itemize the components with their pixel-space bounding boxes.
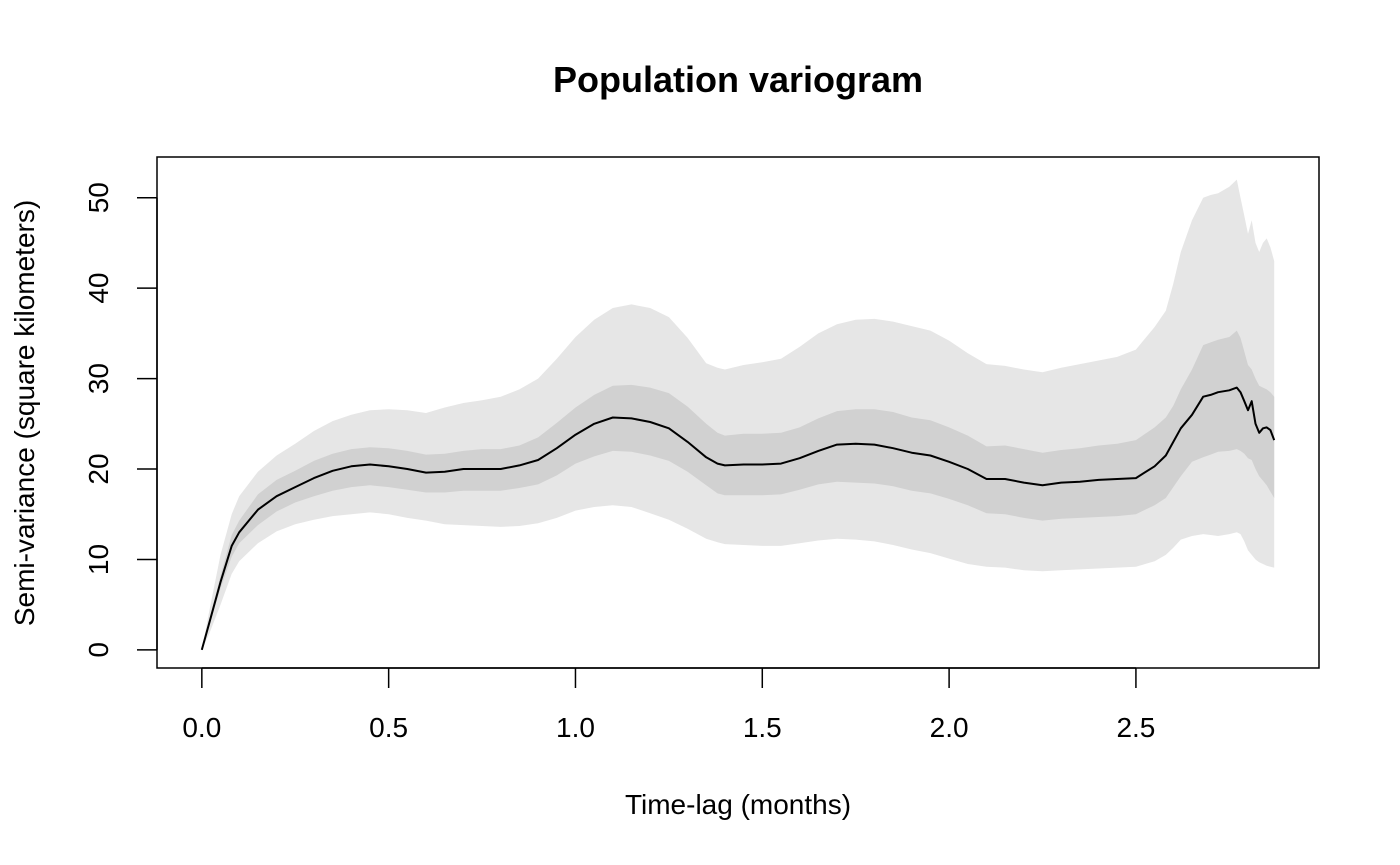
x-tick-label: 2.0 xyxy=(930,712,969,743)
y-tick-label: 40 xyxy=(83,273,114,304)
inner-confidence-band xyxy=(201,330,1275,650)
x-tick-label: 0.5 xyxy=(369,712,408,743)
semivariance-line xyxy=(200,386,1276,651)
x-tick-label: 2.5 xyxy=(1116,712,1155,743)
x-tick-label: 0.0 xyxy=(182,712,221,743)
chart-title: Population variogram xyxy=(553,59,923,100)
y-tick-label: 20 xyxy=(83,453,114,484)
y-axis-label: Semi-variance (square kilometers) xyxy=(9,200,40,626)
series-line-layer xyxy=(200,386,1276,651)
x-axis: 0.0 0.5 1.0 1.5 2.0 2.5 xyxy=(182,667,1155,743)
x-axis-label: Time-lag (months) xyxy=(625,789,851,820)
outer-confidence-band xyxy=(201,179,1275,650)
y-axis: 0 10 20 30 40 50 xyxy=(83,182,158,658)
y-tick-label: 10 xyxy=(83,544,114,575)
y-tick-label: 50 xyxy=(83,182,114,213)
y-tick-label: 0 xyxy=(83,642,114,658)
confidence-bands xyxy=(201,179,1275,650)
x-tick-label: 1.0 xyxy=(556,712,595,743)
x-tick-label: 1.5 xyxy=(743,712,782,743)
y-tick-label: 30 xyxy=(83,363,114,394)
